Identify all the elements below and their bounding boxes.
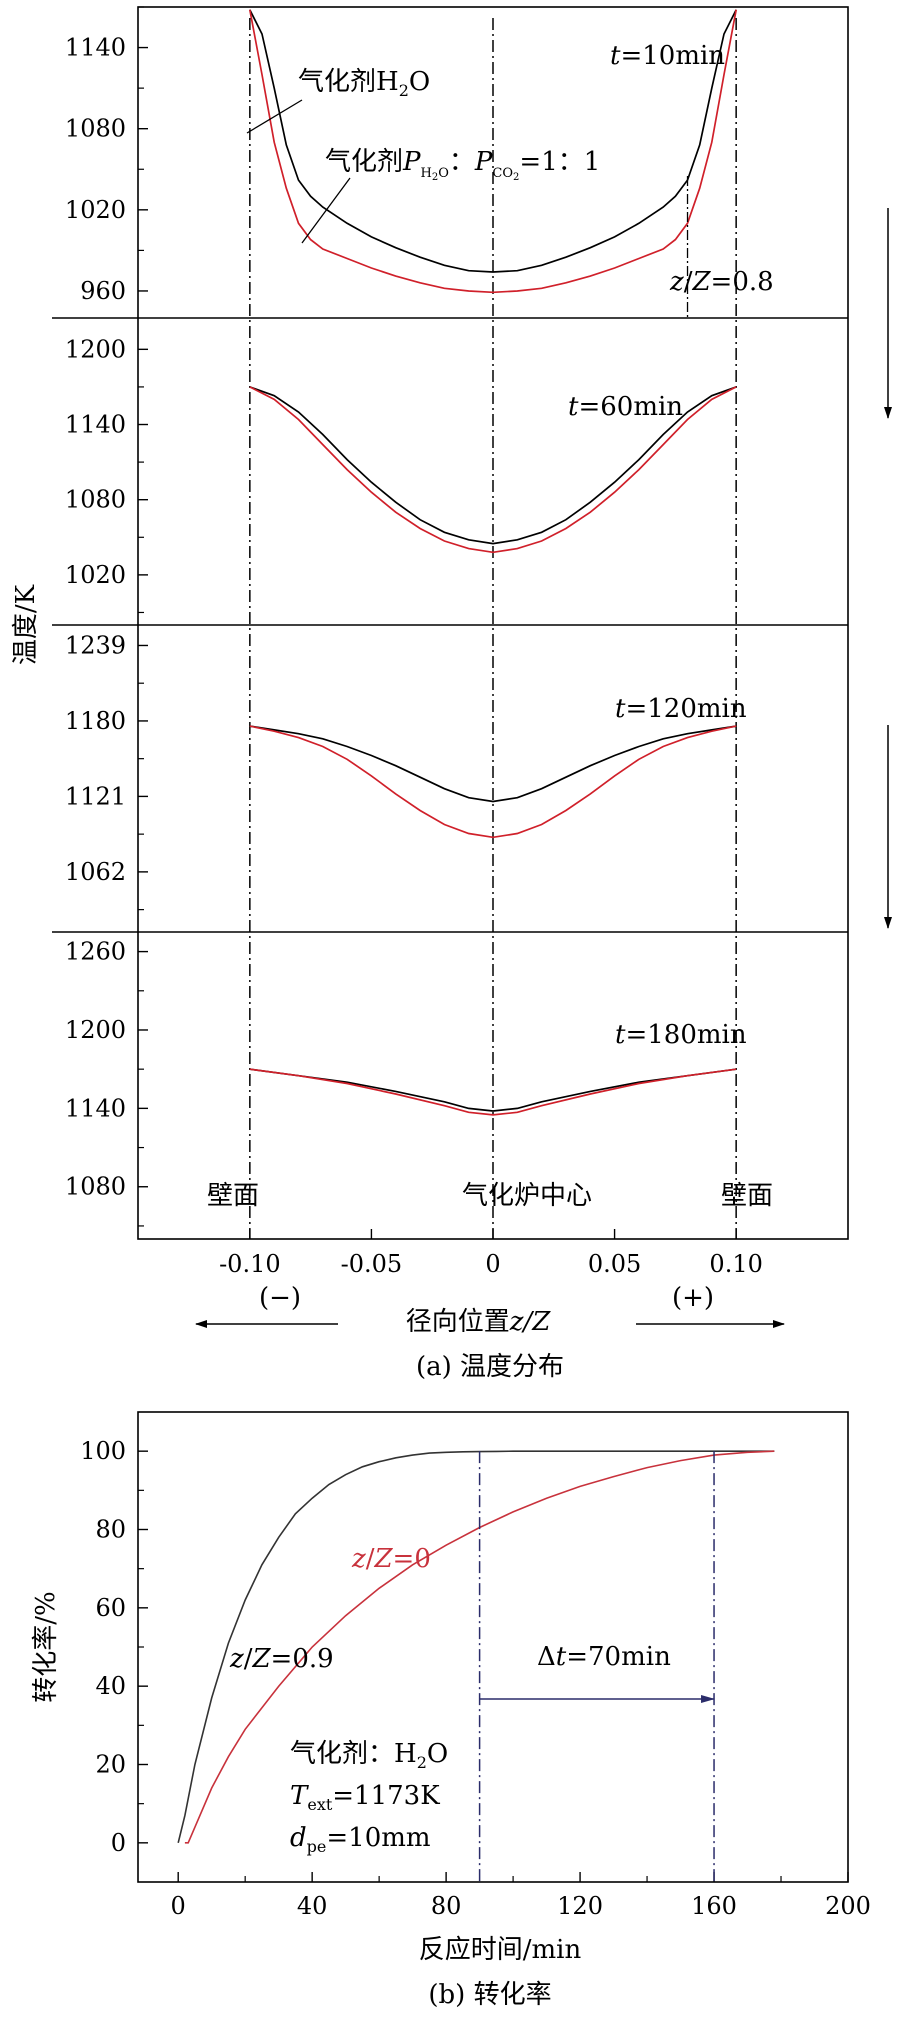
x-axis-label-a: 径向位置z/Z: [406, 1307, 551, 1337]
delta-t-label: Δt=70min: [537, 1642, 671, 1672]
conversion-curve-1: [177, 1450, 775, 1843]
y-tick-label: 1200: [65, 335, 126, 363]
y-tick-label: 1140: [65, 411, 126, 439]
x-tick-label: 0: [485, 1250, 500, 1278]
wall-label-right: 壁面: [721, 1181, 773, 1211]
y-tick-label: 0: [111, 1829, 126, 1857]
chart-conversion: 0 40 80 120 160 200 0 20 40 60 80 100 转化率/% 反应时间/mi…: [31, 1411, 871, 2010]
y-axes: 960 1020 1080 1140 1020 1080 1140 1200 1062 1121 1…: [65, 6, 148, 1227]
x-axis-label-b: 反应时间/min: [419, 1935, 582, 1965]
y-tick-label: 80: [95, 1516, 126, 1544]
y-tick-label: 1239: [65, 631, 126, 659]
x-tick-label: 200: [825, 1892, 871, 1920]
x-tick-label: 120: [557, 1892, 603, 1920]
y-tick-label: 60: [95, 1594, 126, 1622]
y-tick-label: 1080: [65, 1173, 126, 1201]
time-label-panel4: t=180min: [615, 1020, 747, 1050]
time-labels: t=10min z/Z=0.8 t=60min t=120min t=180min: [568, 41, 774, 1050]
x-axis: -0.10 -0.05 0 0.05 0.10: [219, 1229, 763, 1278]
x-tick-label: 0.05: [588, 1250, 641, 1278]
agent-label: 气化剂：H2O: [290, 1739, 448, 1772]
curve-panel2-series2: [249, 386, 737, 554]
chart-temperature: 960 1020 1080 1140 1020 1080 1140 1200 1062 1121 1…: [11, 6, 892, 1382]
curve-panel3-series2: [249, 725, 737, 839]
label-zZ-09: z/Z=0.9: [229, 1644, 334, 1674]
x-tick-label: -0.10: [219, 1250, 281, 1278]
y-tick-label: 20: [95, 1751, 126, 1779]
curve-panel4-series1: [249, 1068, 737, 1112]
x-tick-label: -0.05: [341, 1250, 403, 1278]
legend-leader-h2o: [246, 99, 303, 134]
y-tick-label: 100: [80, 1437, 126, 1465]
y-tick-label: 40: [95, 1672, 126, 1700]
axes-b: 0 40 80 120 160 200 0 20 40 60 80 100: [80, 1437, 871, 1920]
y-tick-label: 1200: [65, 1016, 126, 1044]
x-tick-label: 0.10: [709, 1250, 762, 1278]
legend-label-mix: 气化剂PH2O：PCO2=1：1: [325, 147, 600, 183]
label-zZ-0: z/Z=0: [351, 1544, 431, 1574]
zZ-marker-label: z/Z=0.8: [669, 267, 774, 297]
time-label-panel1: t=10min: [610, 41, 725, 71]
curve-panel4-series2: [249, 1068, 737, 1116]
y-tick-label: 1062: [65, 858, 126, 886]
reference-lines: [249, 18, 737, 1239]
y-tick-label: 1080: [65, 486, 126, 514]
y-tick-label: 1140: [65, 34, 126, 62]
temperature-curves: [248, 9, 738, 1116]
time-label-panel3: t=120min: [615, 694, 747, 724]
legend-label-h2o: 气化剂H2O: [298, 67, 430, 100]
time-label-panel2: t=60min: [568, 392, 683, 422]
y-axis-label-a: 温度/K: [11, 584, 41, 665]
center-label: 气化炉中心: [462, 1181, 592, 1211]
dpe-label: dpe=10mm: [290, 1823, 431, 1856]
caption-b: (b) 转化率: [428, 1980, 551, 2010]
conversion-curve-2: [184, 1450, 775, 1844]
x-tick-label: 40: [297, 1892, 328, 1920]
conversion-annotations: [478, 1451, 716, 1882]
y-tick-label: 1080: [65, 115, 126, 143]
y-tick-label: 1260: [65, 938, 126, 966]
y-tick-label: 1020: [65, 196, 126, 224]
x-tick-label: 0: [171, 1892, 186, 1920]
curve-panel1-series1: [249, 9, 737, 273]
text-label: Text=1173K: [290, 1781, 440, 1814]
minus-label: (−): [259, 1283, 301, 1313]
curve-panel1-series2: [248, 9, 738, 294]
conversion-curves: [177, 1450, 775, 1844]
plus-label: (+): [672, 1283, 714, 1313]
y-tick-label: 960: [80, 277, 126, 305]
caption-a: (a) 温度分布: [416, 1352, 564, 1382]
y-axis-label-b: 转化率/%: [31, 1591, 61, 1702]
wall-label-left: 壁面: [207, 1181, 259, 1211]
x-tick-label: 80: [431, 1892, 462, 1920]
y-tick-label: 1121: [65, 782, 126, 810]
x-tick-label: 160: [691, 1892, 737, 1920]
y-tick-label: 1140: [65, 1094, 126, 1122]
y-tick-label: 1180: [65, 707, 126, 735]
curve-panel3-series1: [249, 725, 737, 803]
y-tick-label: 1020: [65, 561, 126, 589]
legend-leader-mix: [301, 177, 351, 244]
curve-panel2-series1: [249, 386, 737, 545]
